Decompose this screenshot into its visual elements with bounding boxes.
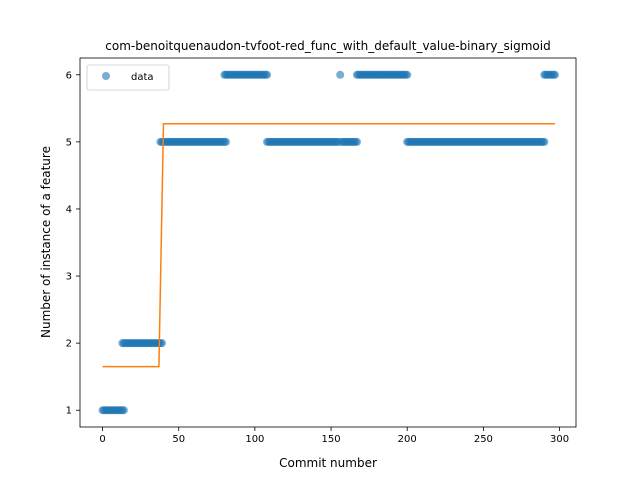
y-axis: 1 2 3 4 5 6 <box>66 70 80 417</box>
y-tick-label-4: 4 <box>66 204 72 215</box>
y-axis-label: Number of instance of a feature <box>39 146 53 338</box>
y-tick-label-1: 1 <box>66 406 72 417</box>
legend-label: data <box>131 72 154 83</box>
plot-frame <box>79 57 577 428</box>
x-tick-label-50: 50 <box>172 434 185 445</box>
legend: data <box>86 64 170 91</box>
chart-title: com-benoitquenaudon-tvfoot-red_func_with… <box>105 39 550 53</box>
x-tick-label-150: 150 <box>321 434 340 445</box>
plot-series <box>98 70 559 415</box>
x-tick-label-200: 200 <box>398 434 417 445</box>
legend-marker <box>102 72 110 80</box>
data-point-14 <box>119 406 128 415</box>
x-tick-label-300: 300 <box>550 434 569 445</box>
y-tick-label-5: 5 <box>66 137 72 148</box>
data-point-114 <box>263 70 272 79</box>
x-tick-label-100: 100 <box>245 434 264 445</box>
y-tick-label-2: 2 <box>66 339 72 350</box>
y-tick-label-3: 3 <box>66 272 72 283</box>
y-tick-label-6: 6 <box>66 70 72 81</box>
data-point-174 <box>352 137 361 146</box>
x-tick-label-0: 0 <box>99 434 105 445</box>
data-point-299 <box>540 137 549 146</box>
fit-line <box>102 123 555 368</box>
data-point-163 <box>336 70 345 79</box>
x-axis-label: Commit number <box>279 456 377 470</box>
data-point-208 <box>403 70 412 79</box>
data-point-85 <box>221 137 230 146</box>
data-point-307 <box>550 70 559 79</box>
x-axis: 0 50 100 150 200 250 300 <box>99 427 569 445</box>
x-tick-label-250: 250 <box>474 434 493 445</box>
legend-box <box>86 64 170 91</box>
